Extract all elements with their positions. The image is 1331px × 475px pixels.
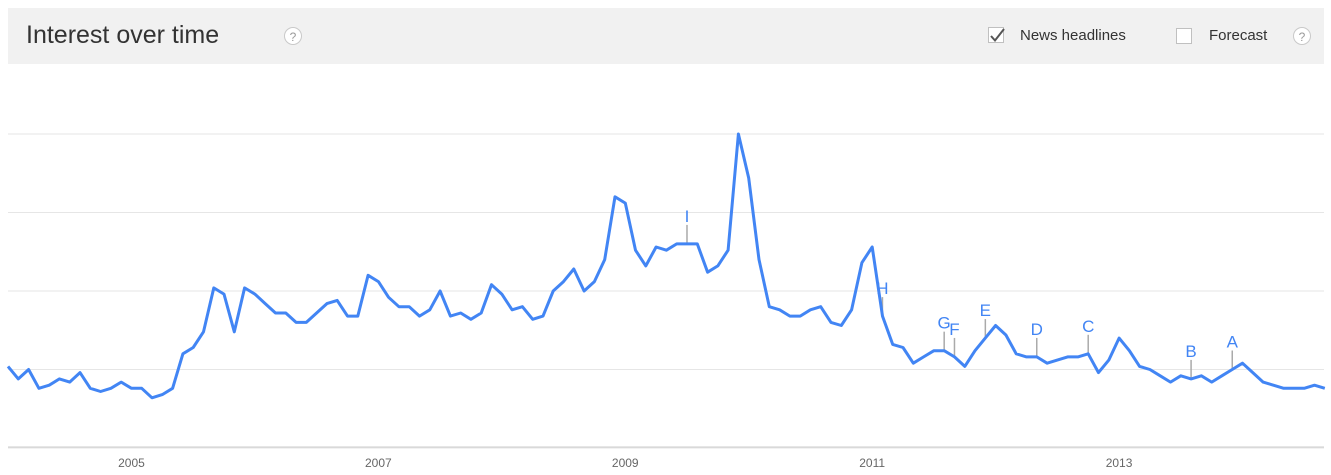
title-help-icon[interactable]: ?: [284, 27, 302, 45]
chart-header: Interest over time ? News headlines Fore…: [8, 8, 1324, 64]
x-tick-label: 2011: [859, 456, 885, 470]
annotation-label-b: B: [1185, 342, 1196, 361]
forecast-help-icon[interactable]: ?: [1293, 27, 1311, 45]
annotation-label-f: F: [949, 320, 959, 339]
annotation-label-c: C: [1082, 317, 1094, 336]
forecast-label[interactable]: Forecast: [1209, 27, 1268, 44]
x-tick-label: 2013: [1106, 456, 1133, 470]
annotation-label-a: A: [1227, 332, 1239, 351]
forecast-checkbox[interactable]: [1176, 28, 1192, 44]
series-line: [6, 132, 1326, 400]
annotation-label-g: G: [938, 314, 951, 333]
news-headlines-checkbox[interactable]: [988, 27, 1005, 43]
news-headlines-label[interactable]: News headlines: [1020, 27, 1126, 44]
gridlines: [8, 133, 1324, 449]
annotation-label-e: E: [980, 301, 991, 320]
x-axis: 2005 2007 2009 2011 2013: [8, 446, 1324, 470]
annotation-label-i: I: [685, 207, 690, 226]
annotation-label-d: D: [1031, 320, 1043, 339]
series-line-group: [6, 132, 1326, 400]
x-tick-label: 2009: [612, 456, 639, 470]
checkmark-icon: [990, 28, 1005, 43]
chart-title: Interest over time: [26, 21, 220, 49]
x-tick-label: 2007: [365, 456, 392, 470]
x-tick-label: 2005: [118, 456, 145, 470]
